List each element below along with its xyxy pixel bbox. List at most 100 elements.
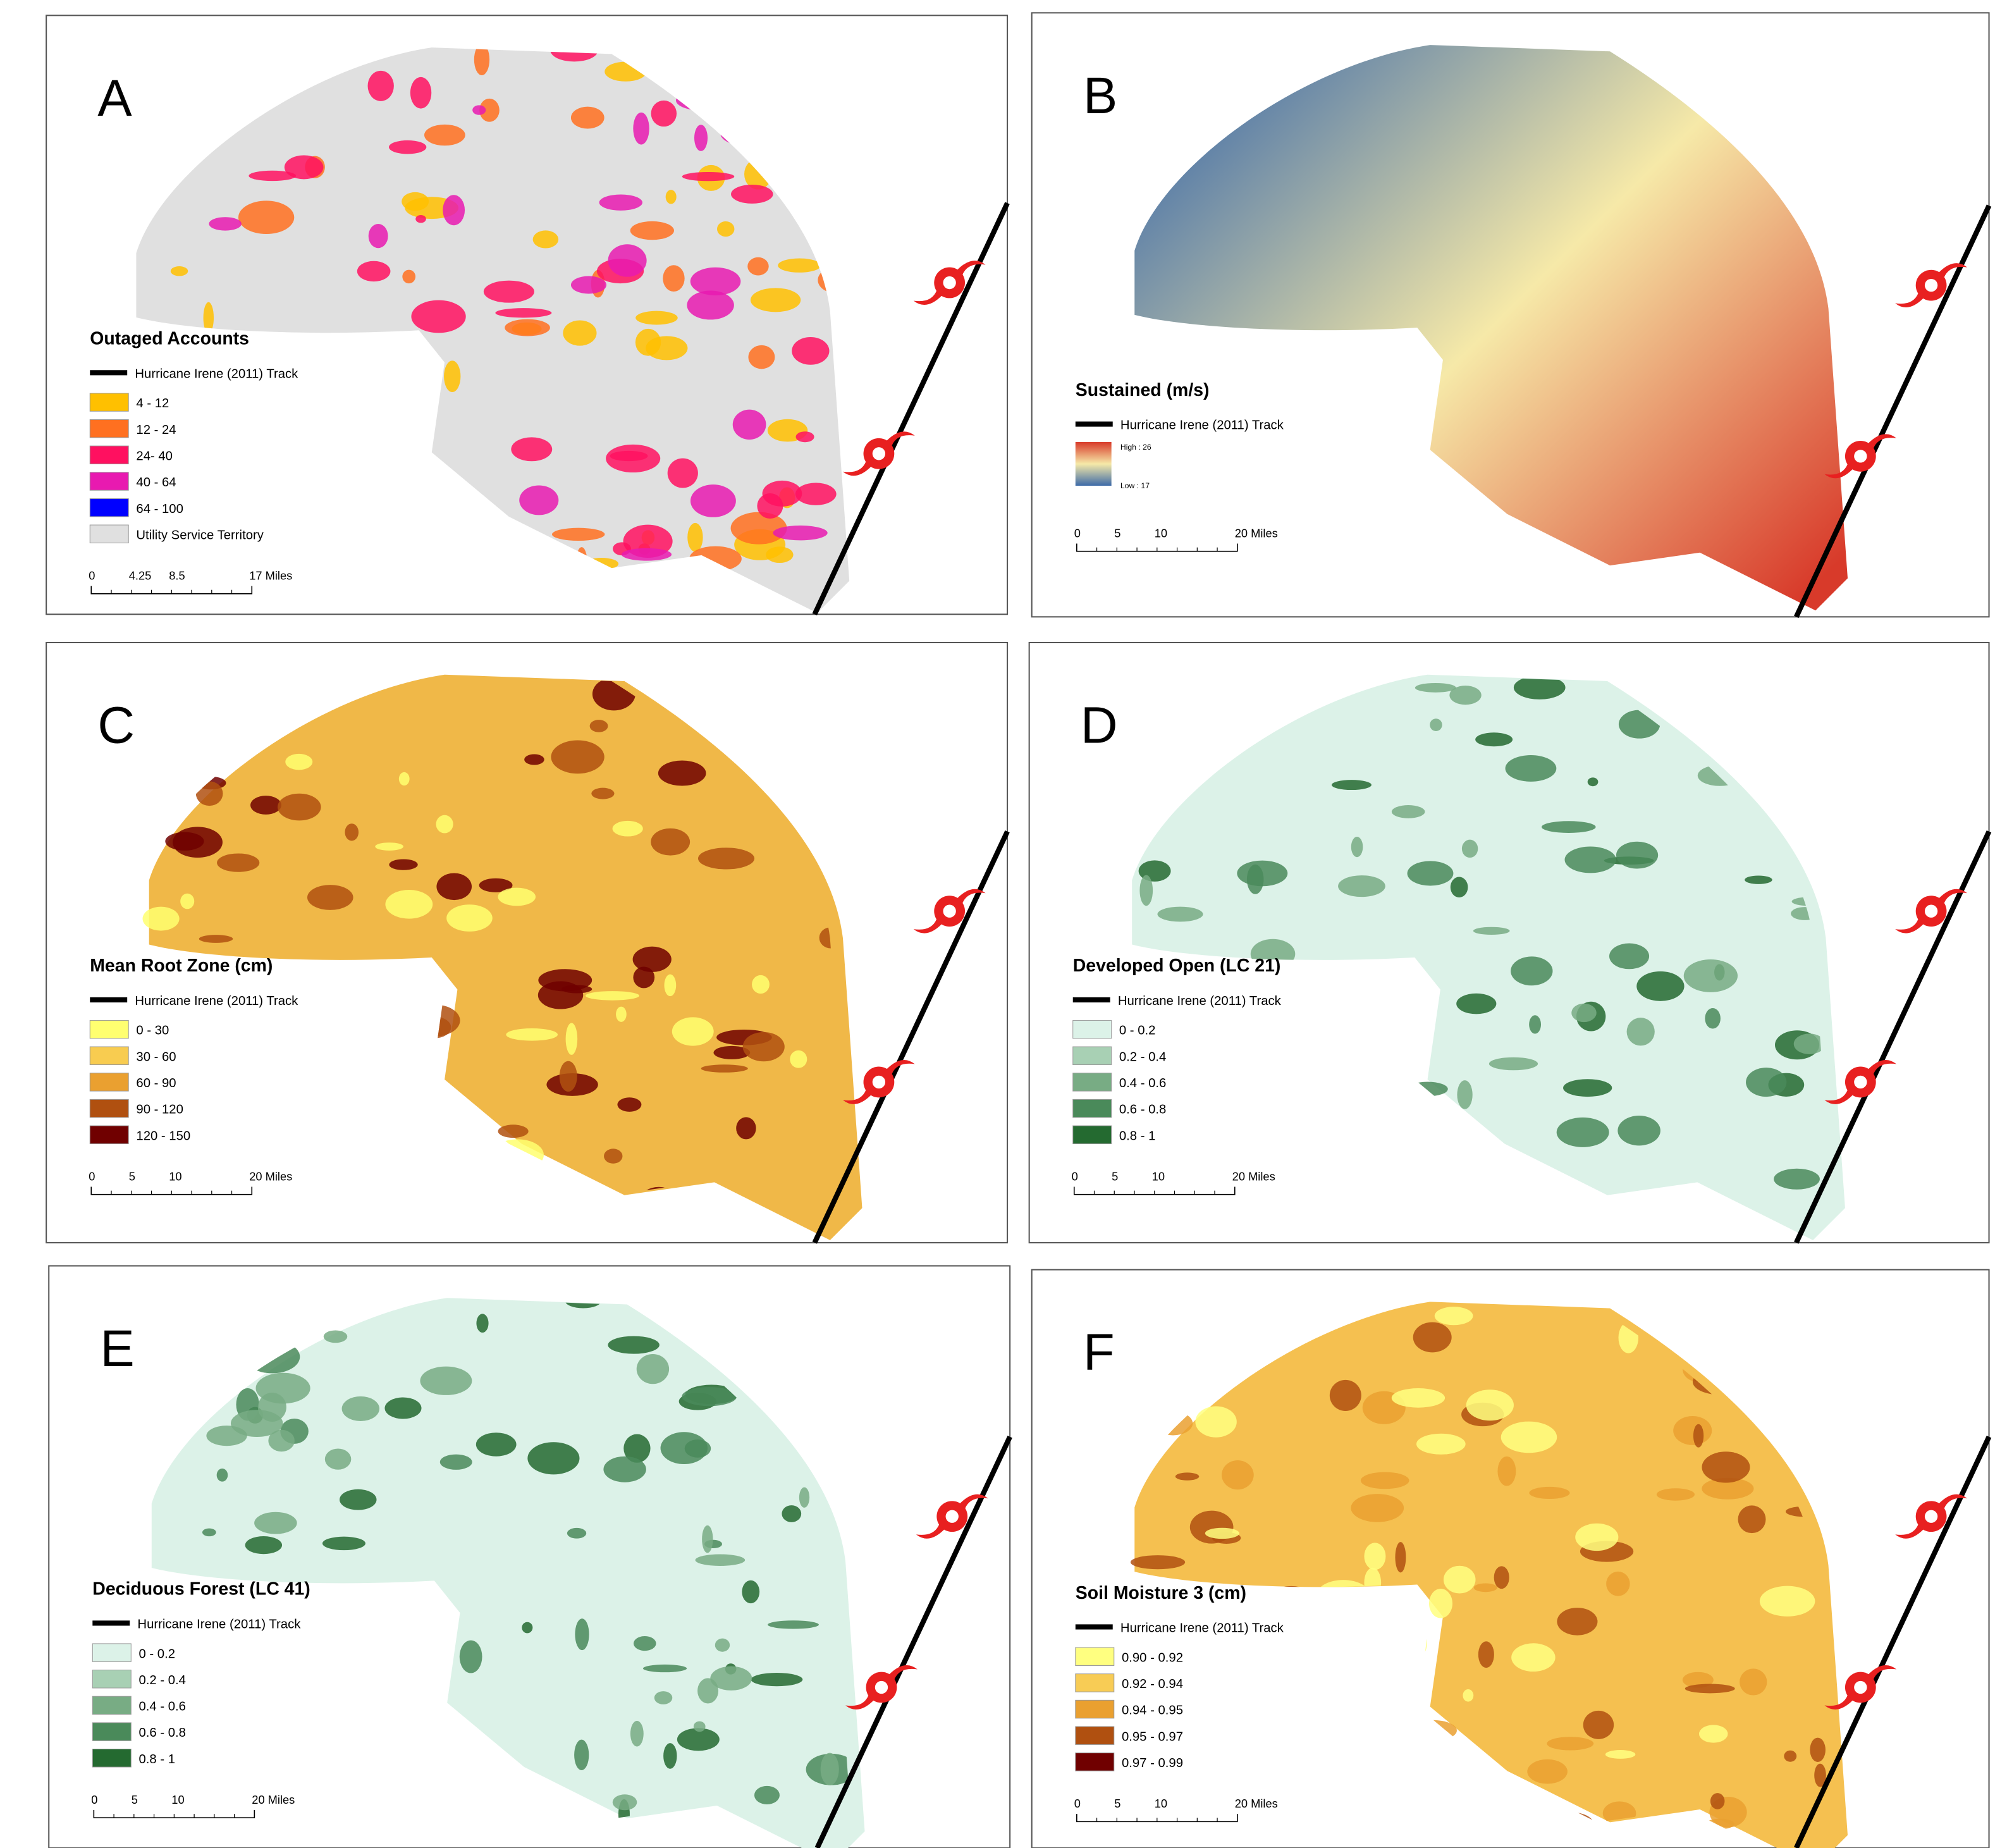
map-patch xyxy=(1738,1505,1766,1533)
map-patch xyxy=(696,1555,746,1566)
map-patch xyxy=(1435,1307,1473,1325)
map-patch xyxy=(375,842,403,851)
scale-label: 10 xyxy=(171,1793,184,1806)
map-patch xyxy=(747,257,768,276)
legend-swatch xyxy=(1076,1727,1114,1744)
map-patch xyxy=(1542,821,1596,833)
scale-label: 0 xyxy=(1074,526,1081,539)
map-patch xyxy=(1588,777,1599,786)
map-patch xyxy=(1511,1643,1555,1672)
legend-item-label: 0.90 - 0.92 xyxy=(1122,1651,1183,1665)
map-patch xyxy=(385,890,433,919)
map-patch xyxy=(757,493,783,519)
legend-item-label: 0.92 - 0.94 xyxy=(1122,1677,1183,1691)
map-patch xyxy=(1710,1793,1725,1809)
map-patch xyxy=(1605,1750,1636,1759)
map-patch xyxy=(357,261,391,281)
map-patch xyxy=(610,451,648,461)
map-patch xyxy=(202,1529,216,1537)
legend-swatch xyxy=(90,498,128,516)
map-patch xyxy=(773,526,827,540)
icon-eye xyxy=(1854,1681,1867,1694)
map-patch xyxy=(731,185,773,204)
map-patch xyxy=(443,195,465,225)
map-patch xyxy=(206,1426,247,1446)
map-patch xyxy=(717,221,734,237)
map-patch xyxy=(1139,875,1153,906)
map-patch xyxy=(575,1618,589,1650)
legend-swatch xyxy=(1073,1073,1112,1091)
map-patch xyxy=(1810,1738,1826,1762)
map-patch xyxy=(307,885,353,910)
map-patch xyxy=(322,1537,365,1551)
legend-swatch xyxy=(92,1696,131,1714)
legend-swatch xyxy=(90,1099,128,1117)
legend-item-label: 0.4 - 0.6 xyxy=(1119,1076,1166,1090)
map-patch xyxy=(1416,1434,1466,1455)
map-patch xyxy=(613,1794,637,1810)
map-patch xyxy=(1466,1389,1514,1420)
map-patch xyxy=(1351,1494,1404,1522)
map-patch xyxy=(1338,875,1385,897)
legend-track-label: Hurricane Irene (2011) Track xyxy=(1120,419,1284,433)
legend-title: Outaged Accounts xyxy=(90,329,249,349)
legend-track-label: Hurricane Irene (2011) Track xyxy=(1118,994,1282,1008)
panel-letter: D xyxy=(1081,696,1118,754)
map-patch xyxy=(1745,875,1772,884)
map-patch xyxy=(255,1373,310,1404)
legend-swatch xyxy=(90,446,128,464)
map-patch xyxy=(637,1354,669,1384)
map-patch xyxy=(342,1396,379,1421)
map-patch xyxy=(1746,1068,1786,1097)
legend-swatch xyxy=(1073,1099,1112,1117)
map-patch xyxy=(608,244,647,276)
map-patch xyxy=(792,337,829,365)
map-patch xyxy=(821,1753,839,1785)
map-patch xyxy=(340,1489,376,1510)
map-patch xyxy=(551,740,604,773)
map-patch xyxy=(604,1149,622,1163)
map-patch xyxy=(566,1023,578,1054)
gradient-low: Low : 17 xyxy=(1120,481,1150,490)
map-patch xyxy=(634,1636,656,1651)
map-patch xyxy=(484,281,534,303)
map-patch xyxy=(1557,1118,1609,1147)
panel-letter: A xyxy=(97,70,132,127)
map-patch xyxy=(498,1124,529,1138)
map-patch xyxy=(143,907,180,931)
figure: A Outaged Accounts Hurricane Irene (2011) … xyxy=(0,0,2007,1848)
map-patch xyxy=(701,1064,748,1073)
map-patch xyxy=(608,1336,659,1354)
map-patch xyxy=(1222,1460,1254,1489)
scale-label: 5 xyxy=(1114,526,1120,539)
map-patch xyxy=(731,512,787,545)
map-patch xyxy=(560,1061,577,1092)
map-patch xyxy=(663,265,684,292)
legend-swatch xyxy=(1073,1047,1112,1064)
scale-label: 0 xyxy=(89,1169,95,1183)
legend-swatch xyxy=(92,1723,131,1740)
map-patch xyxy=(1699,1725,1728,1742)
legend-item-label: 0.6 - 0.8 xyxy=(138,1726,185,1740)
map-patch xyxy=(586,991,639,1001)
map-patch xyxy=(687,291,733,320)
scale-label: 10 xyxy=(1155,526,1167,539)
scale-label: 5 xyxy=(1114,1797,1120,1810)
map-patch xyxy=(1494,1566,1509,1589)
map-patch xyxy=(778,259,821,273)
map-patch xyxy=(415,215,426,223)
map-patch xyxy=(1395,1542,1406,1572)
map-patch xyxy=(411,300,465,333)
legend-item-label: 0 - 30 xyxy=(136,1024,169,1038)
legend-swatch xyxy=(1073,1126,1112,1143)
map-patch xyxy=(420,1367,472,1395)
map-patch xyxy=(325,1449,351,1470)
map-patch xyxy=(511,437,552,461)
legend-item-label: 0.95 - 0.97 xyxy=(1122,1730,1183,1744)
icon-eye xyxy=(873,447,885,460)
map-patch xyxy=(436,873,472,900)
map-patch xyxy=(661,1432,708,1464)
map-patch xyxy=(664,975,676,997)
map-patch xyxy=(616,1007,627,1022)
legend-item-label: 90 - 120 xyxy=(136,1103,183,1117)
